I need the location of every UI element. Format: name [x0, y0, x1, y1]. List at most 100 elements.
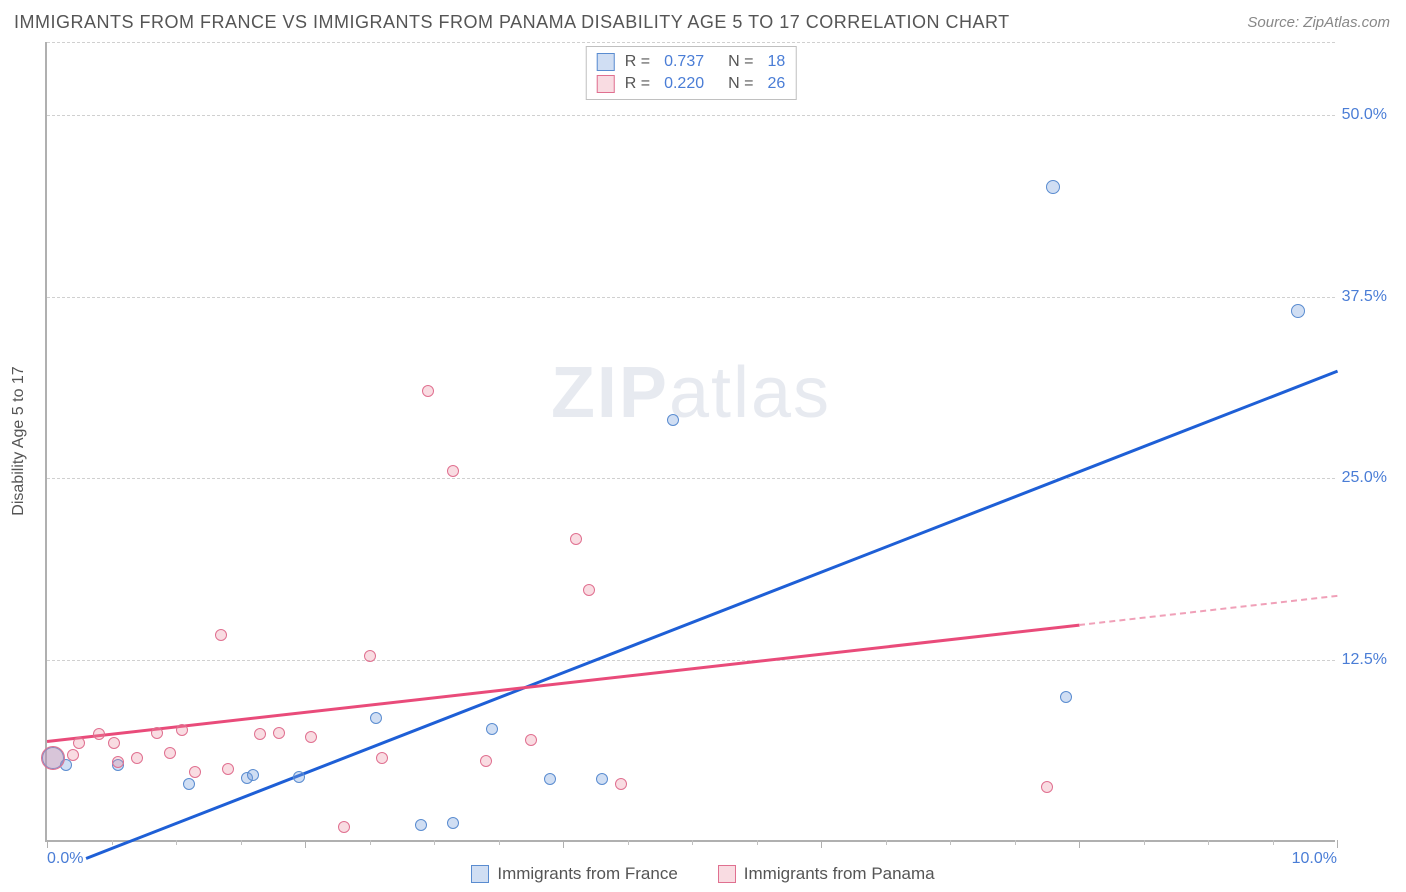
- x-tick-minor: [176, 840, 177, 845]
- y-tick-label: 37.5%: [1342, 288, 1387, 306]
- data-point-panama: [215, 629, 227, 641]
- data-point-panama: [447, 465, 459, 477]
- chart-title: IMMIGRANTS FROM FRANCE VS IMMIGRANTS FRO…: [14, 12, 1010, 33]
- swatch-france-icon: [597, 53, 615, 71]
- source-citation: Source: ZipAtlas.com: [1247, 14, 1390, 31]
- x-tick-minor: [112, 840, 113, 845]
- watermark: ZIPatlas: [551, 352, 831, 434]
- data-point-panama: [131, 752, 143, 764]
- stat-row-france: R =0.737N =18: [597, 51, 786, 73]
- data-point-france: [667, 414, 679, 426]
- data-point-panama: [41, 746, 65, 770]
- chart-area: Disability Age 5 to 17 ZIPatlas R =0.737…: [45, 42, 1390, 842]
- source-prefix: Source:: [1247, 14, 1303, 31]
- x-tick-major: [1337, 840, 1338, 848]
- stat-n-value: 26: [767, 75, 785, 93]
- x-tick-minor: [757, 840, 758, 845]
- data-point-panama: [273, 727, 285, 739]
- stat-r-label: R =: [625, 75, 650, 93]
- stat-r-value: 0.737: [664, 53, 704, 71]
- gridline-h: [47, 478, 1335, 479]
- data-point-france: [1046, 180, 1060, 194]
- y-tick-label: 12.5%: [1342, 651, 1387, 669]
- data-point-panama: [108, 737, 120, 749]
- data-point-panama: [615, 778, 627, 790]
- data-point-france: [183, 778, 195, 790]
- x-tick-minor: [692, 840, 693, 845]
- gridline-h: [47, 297, 1335, 298]
- x-tick-major: [563, 840, 564, 848]
- data-point-france: [1060, 691, 1072, 703]
- data-point-panama: [480, 755, 492, 767]
- data-point-panama: [376, 752, 388, 764]
- x-tick-minor: [1273, 840, 1274, 845]
- legend-label-france: Immigrants from France: [497, 864, 677, 884]
- data-point-panama: [164, 747, 176, 759]
- x-tick-minor: [370, 840, 371, 845]
- correlation-stats-box: R = 0.737 N = 18 R = 0.220 N = 26: [586, 46, 797, 100]
- legend-item-france: Immigrants from France: [471, 864, 677, 884]
- data-point-france: [1291, 304, 1305, 318]
- data-point-panama: [112, 756, 124, 768]
- x-tick-minor: [1015, 840, 1016, 845]
- data-point-panama: [73, 737, 85, 749]
- x-tick-minor: [1208, 840, 1209, 845]
- y-axis-label: Disability Age 5 to 17: [10, 366, 28, 515]
- plot-area: Disability Age 5 to 17 ZIPatlas R =0.737…: [45, 42, 1335, 842]
- stat-r-value: 0.220: [664, 75, 704, 93]
- x-tick-minor: [241, 840, 242, 845]
- gridline-h: [47, 42, 1335, 43]
- legend-swatch-france: [471, 865, 489, 883]
- legend-label-panama: Immigrants from Panama: [744, 864, 935, 884]
- data-point-france: [293, 771, 305, 783]
- data-point-france: [596, 773, 608, 785]
- source-link[interactable]: ZipAtlas.com: [1303, 14, 1390, 31]
- gridline-h: [47, 115, 1335, 116]
- stat-row-panama: R = 0.220 N = 26: [597, 73, 786, 95]
- x-tick-major: [305, 840, 306, 848]
- data-point-panama: [338, 821, 350, 833]
- trend-line: [85, 369, 1337, 859]
- trend-line: [1079, 595, 1337, 626]
- x-tick-major: [47, 840, 48, 848]
- data-point-france: [544, 773, 556, 785]
- x-tick-minor: [886, 840, 887, 845]
- data-point-panama: [525, 734, 537, 746]
- data-point-panama: [151, 727, 163, 739]
- legend-item-panama: Immigrants from Panama: [718, 864, 935, 884]
- x-tick-major: [821, 840, 822, 848]
- stat-n-label: N =: [728, 53, 753, 71]
- x-tick-minor: [499, 840, 500, 845]
- stat-n-value: 18: [767, 53, 785, 71]
- data-point-france: [415, 819, 427, 831]
- data-point-panama: [1041, 781, 1053, 793]
- x-tick-minor: [434, 840, 435, 845]
- y-tick-label: 25.0%: [1342, 469, 1387, 487]
- data-point-panama: [254, 728, 266, 740]
- stat-n-label: N =: [728, 75, 753, 93]
- x-tick-minor: [628, 840, 629, 845]
- data-point-france: [247, 769, 259, 781]
- trend-line: [47, 624, 1079, 743]
- data-point-panama: [93, 728, 105, 740]
- data-point-france: [447, 817, 459, 829]
- data-point-panama: [176, 724, 188, 736]
- x-tick-minor: [1144, 840, 1145, 845]
- data-point-panama: [67, 749, 79, 761]
- data-point-panama: [364, 650, 376, 662]
- data-point-panama: [305, 731, 317, 743]
- y-tick-label: 50.0%: [1342, 106, 1387, 124]
- x-tick-minor: [950, 840, 951, 845]
- data-point-france: [370, 712, 382, 724]
- data-point-panama: [189, 766, 201, 778]
- gridline-h: [47, 660, 1335, 661]
- data-point-france: [486, 723, 498, 735]
- legend-swatch-panama: [718, 865, 736, 883]
- data-point-panama: [422, 385, 434, 397]
- data-point-panama: [222, 763, 234, 775]
- data-point-panama: [570, 533, 582, 545]
- data-point-panama: [583, 584, 595, 596]
- series-legend: Immigrants from France Immigrants from P…: [0, 864, 1406, 884]
- x-tick-major: [1079, 840, 1080, 848]
- swatch-panama-icon: [597, 75, 615, 93]
